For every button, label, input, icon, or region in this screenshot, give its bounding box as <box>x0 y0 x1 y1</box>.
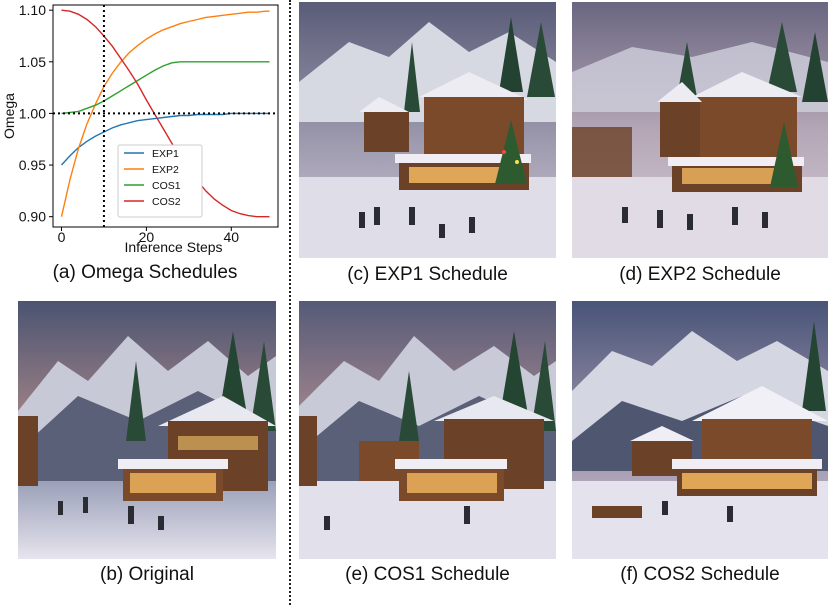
legend-label-cos1: COS1 <box>152 180 181 192</box>
panel-divider <box>289 0 291 605</box>
caption-d: (d) EXP2 Schedule <box>619 264 781 285</box>
caption-e: (e) COS1 Schedule <box>345 564 510 585</box>
legend-label-exp2: EXP2 <box>152 164 179 176</box>
y-tick-label: 1.10 <box>19 2 46 18</box>
x-tick-label: 0 <box>58 229 66 245</box>
village-scene-cos1 <box>299 301 556 559</box>
series-line-exp2 <box>60 10 270 217</box>
legend-label-cos2: COS2 <box>152 196 181 208</box>
series-line-cos2 <box>61 9 270 218</box>
village-scene-original <box>18 301 276 559</box>
x-tick-label: 40 <box>224 229 240 245</box>
plot-frame <box>52 4 279 228</box>
image-exp2 <box>572 2 828 258</box>
y-tick-label: 1.00 <box>19 105 46 121</box>
y-tick-label: 0.90 <box>19 209 46 225</box>
y-tick-label: 1.05 <box>19 54 46 70</box>
caption-b: (b) Original <box>100 564 194 585</box>
y-axis-label: Omega <box>1 93 17 139</box>
x-axis-label: Inference Steps <box>124 239 222 255</box>
village-scene-exp2 <box>572 2 828 258</box>
series-line-cos1 <box>61 61 270 115</box>
x-tick-label: 20 <box>139 229 155 245</box>
caption-c: (c) EXP1 Schedule <box>347 264 508 285</box>
caption-a: (a) Omega Schedules <box>52 262 238 283</box>
legend-label-exp1: EXP1 <box>152 148 179 160</box>
image-cos2 <box>572 301 828 559</box>
legend-box <box>117 144 203 218</box>
image-cos1 <box>299 301 556 559</box>
village-scene-cos2 <box>572 301 828 559</box>
image-exp1 <box>299 2 556 258</box>
image-original <box>18 301 276 559</box>
y-tick-label: 0.95 <box>19 157 46 173</box>
village-scene-exp1 <box>299 2 556 258</box>
caption-f: (f) COS2 Schedule <box>620 564 780 585</box>
